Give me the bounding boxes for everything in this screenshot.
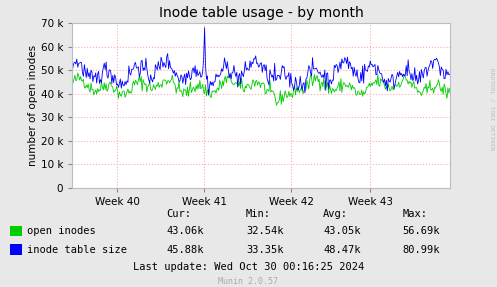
Text: Max:: Max:: [403, 209, 427, 219]
Text: open inodes: open inodes: [27, 226, 96, 236]
Text: 33.35k: 33.35k: [246, 245, 283, 255]
Text: Avg:: Avg:: [323, 209, 348, 219]
Text: 48.47k: 48.47k: [323, 245, 360, 255]
Text: RRDTOOL / TOBI OETIKER: RRDTOOL / TOBI OETIKER: [490, 68, 495, 150]
Text: 45.88k: 45.88k: [166, 245, 204, 255]
Text: 43.05k: 43.05k: [323, 226, 360, 236]
Text: inode table size: inode table size: [27, 245, 127, 255]
Text: 32.54k: 32.54k: [246, 226, 283, 236]
Text: 43.06k: 43.06k: [166, 226, 204, 236]
Text: Last update: Wed Oct 30 00:16:25 2024: Last update: Wed Oct 30 00:16:25 2024: [133, 263, 364, 272]
Text: Munin 2.0.57: Munin 2.0.57: [219, 277, 278, 286]
Text: 56.69k: 56.69k: [403, 226, 440, 236]
Text: Cur:: Cur:: [166, 209, 191, 219]
Text: 80.99k: 80.99k: [403, 245, 440, 255]
Y-axis label: number of open inodes: number of open inodes: [28, 45, 38, 166]
Text: Min:: Min:: [246, 209, 271, 219]
Title: Inode table usage - by month: Inode table usage - by month: [159, 6, 363, 20]
